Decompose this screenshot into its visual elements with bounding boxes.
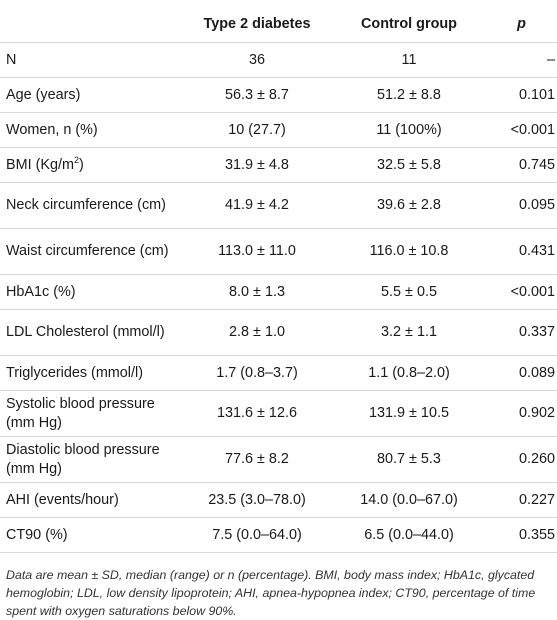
row-label-text: Diastolic blood pressure (mm Hg) bbox=[6, 441, 160, 477]
cell-type2-diabetes: 41.9 ± 4.2 bbox=[225, 197, 289, 213]
table-row: N 36 11 – bbox=[0, 43, 557, 78]
row-label: LDL Cholesterol (mmol/l) bbox=[0, 310, 180, 356]
cell-p-value: 0.095 bbox=[518, 197, 555, 213]
table-row: Waist circumference (cm) 113.0 ± 11.0 116.… bbox=[0, 229, 557, 275]
row-label: Neck circumference (cm) bbox=[0, 183, 180, 229]
table-row: Diastolic blood pressure (mm Hg) 77.6 ± 8… bbox=[0, 437, 557, 483]
cell-type2-diabetes: 23.5 (3.0–78.0) bbox=[208, 491, 306, 508]
cell-type2-diabetes: 2.8 ± 1.0 bbox=[229, 324, 285, 340]
cell-control-group: 11 bbox=[401, 51, 417, 68]
table-body: N 36 11 – Age (years) 56.3 ± 8.7 51.2 ± 8.8 0.1… bbox=[0, 43, 557, 553]
cell-control-group: 6.5 (0.0–44.0) bbox=[364, 526, 454, 543]
cell-p-value: – bbox=[546, 51, 555, 68]
header-p-value: p bbox=[484, 6, 557, 43]
table-row: Triglycerides (mmol/l) 1.7 (0.8–3.7) 1.1 (… bbox=[0, 356, 557, 391]
row-label-text: HbA1c (%) bbox=[6, 283, 76, 300]
table-row: Age (years) 56.3 ± 8.7 51.2 ± 8.8 0.101 bbox=[0, 78, 557, 113]
cell-type2-diabetes: 113.0 ± 11.0 bbox=[218, 243, 296, 259]
header-label-column bbox=[0, 6, 180, 43]
cell-type2-diabetes: 31.9 ± 4.8 bbox=[225, 156, 289, 173]
cell-control-group: 51.2 ± 8.8 bbox=[377, 86, 441, 103]
cell-control-group: 1.1 (0.8–2.0) bbox=[368, 364, 450, 381]
row-label-suffix: ) bbox=[78, 156, 84, 173]
row-label: HbA1c (%) bbox=[0, 275, 180, 310]
header-type2-diabetes: Type 2 diabetes bbox=[180, 6, 332, 43]
cell-control-group: 3.2 ± 1.1 bbox=[381, 324, 437, 340]
characteristics-table: Type 2 diabetes Control group p N 36 11 – Ag… bbox=[0, 6, 557, 553]
row-label-text: CT90 (%) bbox=[6, 526, 68, 543]
row-label: Women, n (%) bbox=[0, 113, 180, 148]
row-label: N bbox=[0, 43, 180, 78]
table-footnote: Data are mean ± SD, median (range) or n … bbox=[6, 568, 536, 618]
row-label: AHI (events/hour) bbox=[0, 483, 180, 518]
cell-control-group: 131.9 ± 10.5 bbox=[369, 405, 449, 421]
cell-p-value: 0.337 bbox=[518, 324, 555, 340]
row-label-text: Neck circumference (cm) bbox=[6, 197, 166, 213]
row-label: Diastolic blood pressure (mm Hg) bbox=[0, 437, 180, 483]
table-row: LDL Cholesterol (mmol/l) 2.8 ± 1.0 3.2 ± 1… bbox=[0, 310, 557, 356]
cell-type2-diabetes: 77.6 ± 8.2 bbox=[225, 451, 289, 467]
cell-p-value: 0.089 bbox=[518, 364, 555, 381]
cell-type2-diabetes: 1.7 (0.8–3.7) bbox=[216, 364, 298, 381]
cell-p-value: 0.745 bbox=[518, 156, 555, 173]
cell-type2-diabetes: 56.3 ± 8.7 bbox=[225, 86, 289, 103]
row-label-superscript: 2 bbox=[73, 154, 79, 165]
cell-control-group: 80.7 ± 5.3 bbox=[377, 451, 441, 467]
table-row: HbA1c (%) 8.0 ± 1.3 5.5 ± 0.5 <0.001 bbox=[0, 275, 557, 310]
cell-type2-diabetes: 8.0 ± 1.3 bbox=[229, 283, 285, 300]
row-label: BMI (Kg/m2) bbox=[0, 148, 180, 183]
row-label: CT90 (%) bbox=[0, 518, 180, 553]
cell-type2-diabetes: 10 (27.7) bbox=[228, 121, 286, 138]
row-label-text: Waist circumference (cm) bbox=[6, 243, 169, 259]
cell-control-group: 116.0 ± 10.8 bbox=[369, 243, 449, 259]
row-label-text: Women, n (%) bbox=[6, 121, 98, 138]
row-label-text: LDL Cholesterol (mmol/l) bbox=[6, 324, 165, 340]
row-label-text: BMI (Kg/m bbox=[6, 156, 74, 173]
row-label: Waist circumference (cm) bbox=[0, 229, 180, 275]
table-row: Systolic blood pressure (mm Hg) 131.6 ± 1… bbox=[0, 391, 557, 437]
row-label-text: Triglycerides (mmol/l) bbox=[6, 364, 143, 381]
cell-p-value: 0.260 bbox=[518, 451, 555, 467]
cell-control-group: 14.0 (0.0–67.0) bbox=[360, 491, 458, 508]
row-label-text: Systolic blood pressure (mm Hg) bbox=[6, 395, 155, 431]
table-row: Women, n (%) 10 (27.7) 11 (100%) <0.001 bbox=[0, 113, 557, 148]
cell-control-group: 39.6 ± 2.8 bbox=[377, 197, 441, 213]
row-label-text: N bbox=[6, 51, 17, 68]
table-row: Neck circumference (cm) 41.9 ± 4.2 39.6 ± … bbox=[0, 183, 557, 229]
cell-p-value: 0.355 bbox=[518, 526, 555, 543]
row-label-text: Age (years) bbox=[6, 86, 81, 103]
header-row: Type 2 diabetes Control group p bbox=[0, 6, 557, 43]
row-label: Triglycerides (mmol/l) bbox=[0, 356, 180, 391]
cell-p-value: 0.431 bbox=[518, 243, 555, 259]
cell-type2-diabetes: 131.6 ± 12.6 bbox=[217, 405, 297, 421]
cell-p-value: 0.101 bbox=[518, 86, 555, 103]
cell-p-value: <0.001 bbox=[510, 283, 555, 300]
row-label-text: AHI (events/hour) bbox=[6, 491, 119, 508]
cell-p-value: 0.227 bbox=[518, 491, 555, 508]
header-control-group: Control group bbox=[332, 6, 484, 43]
table-row: CT90 (%) 7.5 (0.0–64.0) 6.5 (0.0–44.0) 0.35… bbox=[0, 518, 557, 553]
cell-p-value: 0.902 bbox=[518, 405, 555, 421]
page: Type 2 diabetes Control group p N 36 11 – Ag… bbox=[0, 6, 557, 618]
row-label: Systolic blood pressure (mm Hg) bbox=[0, 391, 180, 437]
table-row: AHI (events/hour) 23.5 (3.0–78.0) 14.0 (0.… bbox=[0, 483, 557, 518]
table-row: BMI (Kg/m2) 31.9 ± 4.8 32.5 ± 5.8 0.745 bbox=[0, 148, 557, 183]
cell-type2-diabetes: 36 bbox=[248, 51, 265, 68]
cell-control-group: 5.5 ± 0.5 bbox=[381, 283, 437, 300]
cell-control-group: 11 (100%) bbox=[376, 121, 442, 138]
cell-control-group: 32.5 ± 5.8 bbox=[377, 156, 441, 173]
cell-p-value: <0.001 bbox=[510, 121, 555, 138]
cell-type2-diabetes: 7.5 (0.0–64.0) bbox=[212, 526, 302, 543]
row-label: Age (years) bbox=[0, 78, 180, 113]
